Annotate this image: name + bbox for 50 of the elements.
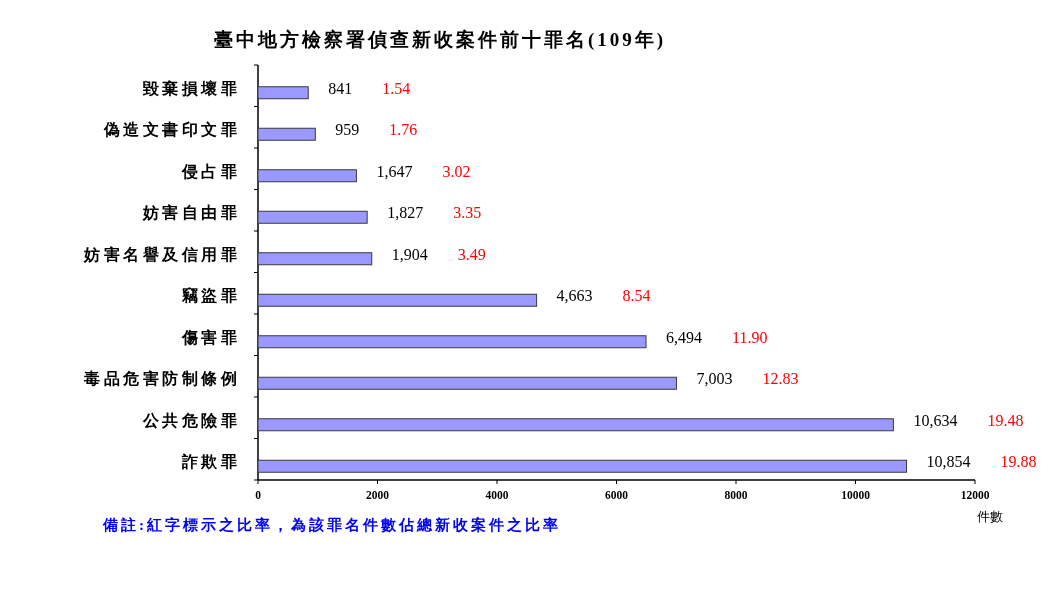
- y-tick-label: 毒品危害防制條例: [83, 369, 240, 388]
- text: 19.48: [987, 411, 1024, 429]
- data-label: 10,634: [913, 411, 958, 429]
- y-tick-label: 詐欺罪: [180, 453, 240, 471]
- annotation: 1.76: [389, 121, 418, 139]
- title: 臺中地方檢察署偵查新收案件前十罪名(109年): [213, 29, 667, 50]
- bar: [257, 252, 373, 266]
- bar: [257, 127, 316, 141]
- data-label: 1,647: [376, 162, 413, 180]
- data-label: 1,827: [387, 204, 424, 222]
- x-tick-label: 10000: [841, 489, 871, 501]
- x-tick-label: 2000: [366, 489, 390, 501]
- bar: [257, 293, 538, 307]
- data-label: 4,663: [556, 287, 593, 305]
- data-label: 10,854: [926, 453, 971, 471]
- x-tick-label: 12000: [960, 489, 990, 501]
- annotation: 3.02: [442, 162, 471, 180]
- y-tick-label: 公共危險罪: [141, 411, 240, 429]
- x-tick-label: 4000: [485, 489, 509, 501]
- bar: [257, 210, 368, 224]
- data-label: 959: [335, 121, 360, 139]
- annotation: 8.54: [622, 287, 651, 305]
- x-tick-label: 8000: [724, 489, 748, 501]
- bar: [257, 376, 677, 390]
- y-tick-label: 妨害名譽及信用罪: [83, 244, 240, 264]
- data-label: 1,904: [391, 245, 428, 263]
- annotation: 11.90: [732, 328, 768, 346]
- data-label: 6,494: [666, 328, 703, 346]
- y-tick-label: 竊盜罪: [180, 286, 240, 305]
- y-tick-label: 妨害自由罪: [141, 203, 240, 223]
- data-label: 7,003: [696, 370, 733, 388]
- annotation: 1.54: [382, 79, 411, 97]
- text: 19.88: [1000, 453, 1037, 471]
- bar: [257, 459, 908, 473]
- bar: [257, 86, 309, 100]
- bar: [257, 418, 894, 432]
- annotation: 12.83: [762, 370, 799, 388]
- y-tick-label: 毀棄損壞罪: [141, 78, 240, 97]
- bar: [257, 169, 357, 183]
- y-tick-label: 侵占罪: [180, 162, 240, 180]
- text: 備註:紅字標示之比率，為該罪名件數佔總新收案件之比率: [102, 516, 561, 533]
- data-label: 841: [328, 79, 353, 97]
- y-tick-label: 傷害罪: [180, 327, 240, 346]
- annotation: 3.49: [457, 245, 486, 263]
- x-tick-label: 0: [255, 489, 262, 501]
- x-tick-label: 6000: [605, 489, 629, 501]
- xlabel: 件數: [977, 510, 1003, 524]
- y-tick-label: 偽造文書印文罪: [102, 121, 240, 139]
- bar: [257, 335, 647, 349]
- annotation: 3.35: [453, 204, 482, 222]
